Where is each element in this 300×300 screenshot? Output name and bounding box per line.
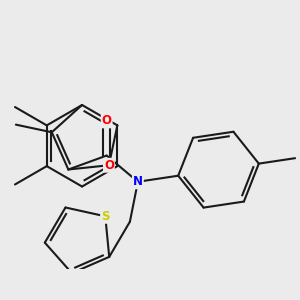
Text: O: O bbox=[102, 114, 112, 128]
Text: O: O bbox=[104, 159, 114, 172]
Text: S: S bbox=[101, 210, 110, 223]
Text: N: N bbox=[133, 175, 143, 188]
